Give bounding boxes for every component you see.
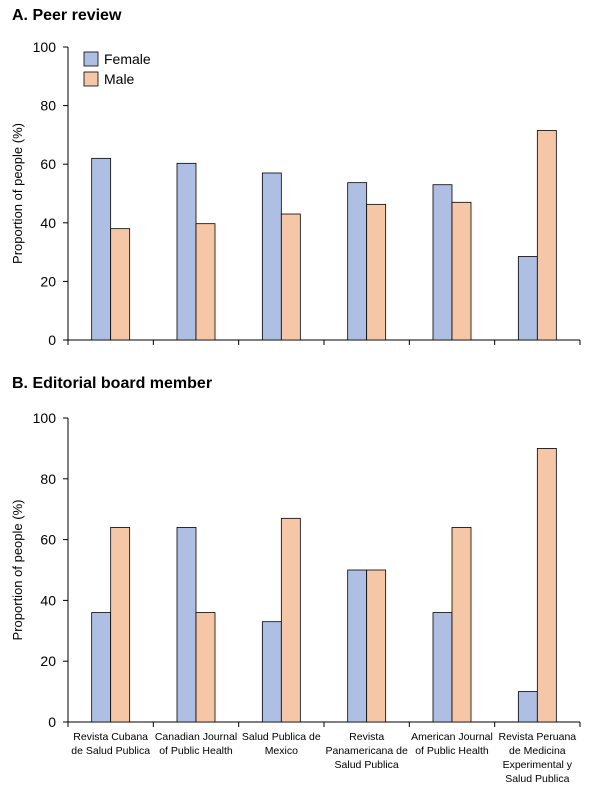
bar-male-2 [195,612,216,723]
bar-male-1 [110,527,131,723]
y-tick-label: 20 [40,653,56,669]
y-tick-label: 0 [48,332,56,348]
y-tick-label: 20 [40,273,56,289]
bar-male-1 [110,228,131,341]
bar-male-4 [366,203,387,341]
y-tick-label: 80 [40,98,56,114]
bar-female-3 [261,621,282,723]
legend-swatch-female [83,51,99,67]
bar-female-6 [517,691,538,723]
category-label-line: Mexico [265,745,298,757]
y-tick-label: 60 [40,532,56,548]
bar-male-6 [536,130,557,341]
category-label-line: of Public Health [159,745,233,757]
bar-male-2 [195,223,216,341]
y-axis-label: Proportion of people (%) [10,500,25,641]
y-tick-label: 40 [40,592,56,608]
bar-female-5 [432,184,453,341]
bar-male-5 [451,201,472,341]
legend-swatch-male [83,71,99,87]
bar-female-4 [347,182,368,341]
category-label-line: Experimental y [503,759,573,771]
chart-title: A. Peer review [12,7,122,24]
chart-title: B. Editorial board member [12,375,212,392]
y-tick-label: 0 [48,714,56,730]
bar-male-3 [280,517,301,723]
bar-female-1 [91,612,112,723]
category-label-line: Panamericana de [326,745,408,757]
bar-female-3 [261,172,282,341]
category-label-line: Salud Publica [505,773,569,785]
bar-male-6 [536,447,557,723]
category-label-line: Revista Cubana [73,731,148,743]
y-axis-label: Proportion of people (%) [10,123,25,264]
y-tick-label: 80 [40,471,56,487]
y-tick-label: 40 [40,215,56,231]
y-tick-label: 100 [33,410,57,426]
bar-female-1 [91,157,112,341]
category-label-line: Canadian Journal [155,731,237,743]
category-label-line: de Salud Publica [71,745,150,757]
legend-label-male: Male [104,71,135,87]
category-label-line: American Journal [411,731,493,743]
bar-female-4 [347,569,368,723]
legend: Female Male [83,51,151,87]
category-label-line: Revista [349,731,384,743]
category-label-line: de Medicina [509,745,566,757]
chart-panel-a: A. Peer review Proportion of people (%) 0 2… [10,7,581,348]
legend-label-female: Female [104,51,151,67]
category-label-line: of Public Health [415,745,489,757]
bar-female-2 [176,527,197,723]
category-label-line: Salud Publica [335,759,399,771]
y-tick-label: 100 [33,39,57,55]
bar-male-5 [451,527,472,723]
bar-female-6 [517,256,538,341]
y-tick-label: 60 [40,156,56,172]
bar-male-4 [366,569,387,723]
bar-female-5 [432,612,453,723]
chart-panel-b: B. Editorial board member Proportion of p… [10,375,581,785]
bar-female-2 [176,162,197,341]
category-label-line: Revista Peruana [499,731,577,743]
bar-male-3 [280,213,301,341]
category-label-line: Salud Publica de [242,731,321,743]
